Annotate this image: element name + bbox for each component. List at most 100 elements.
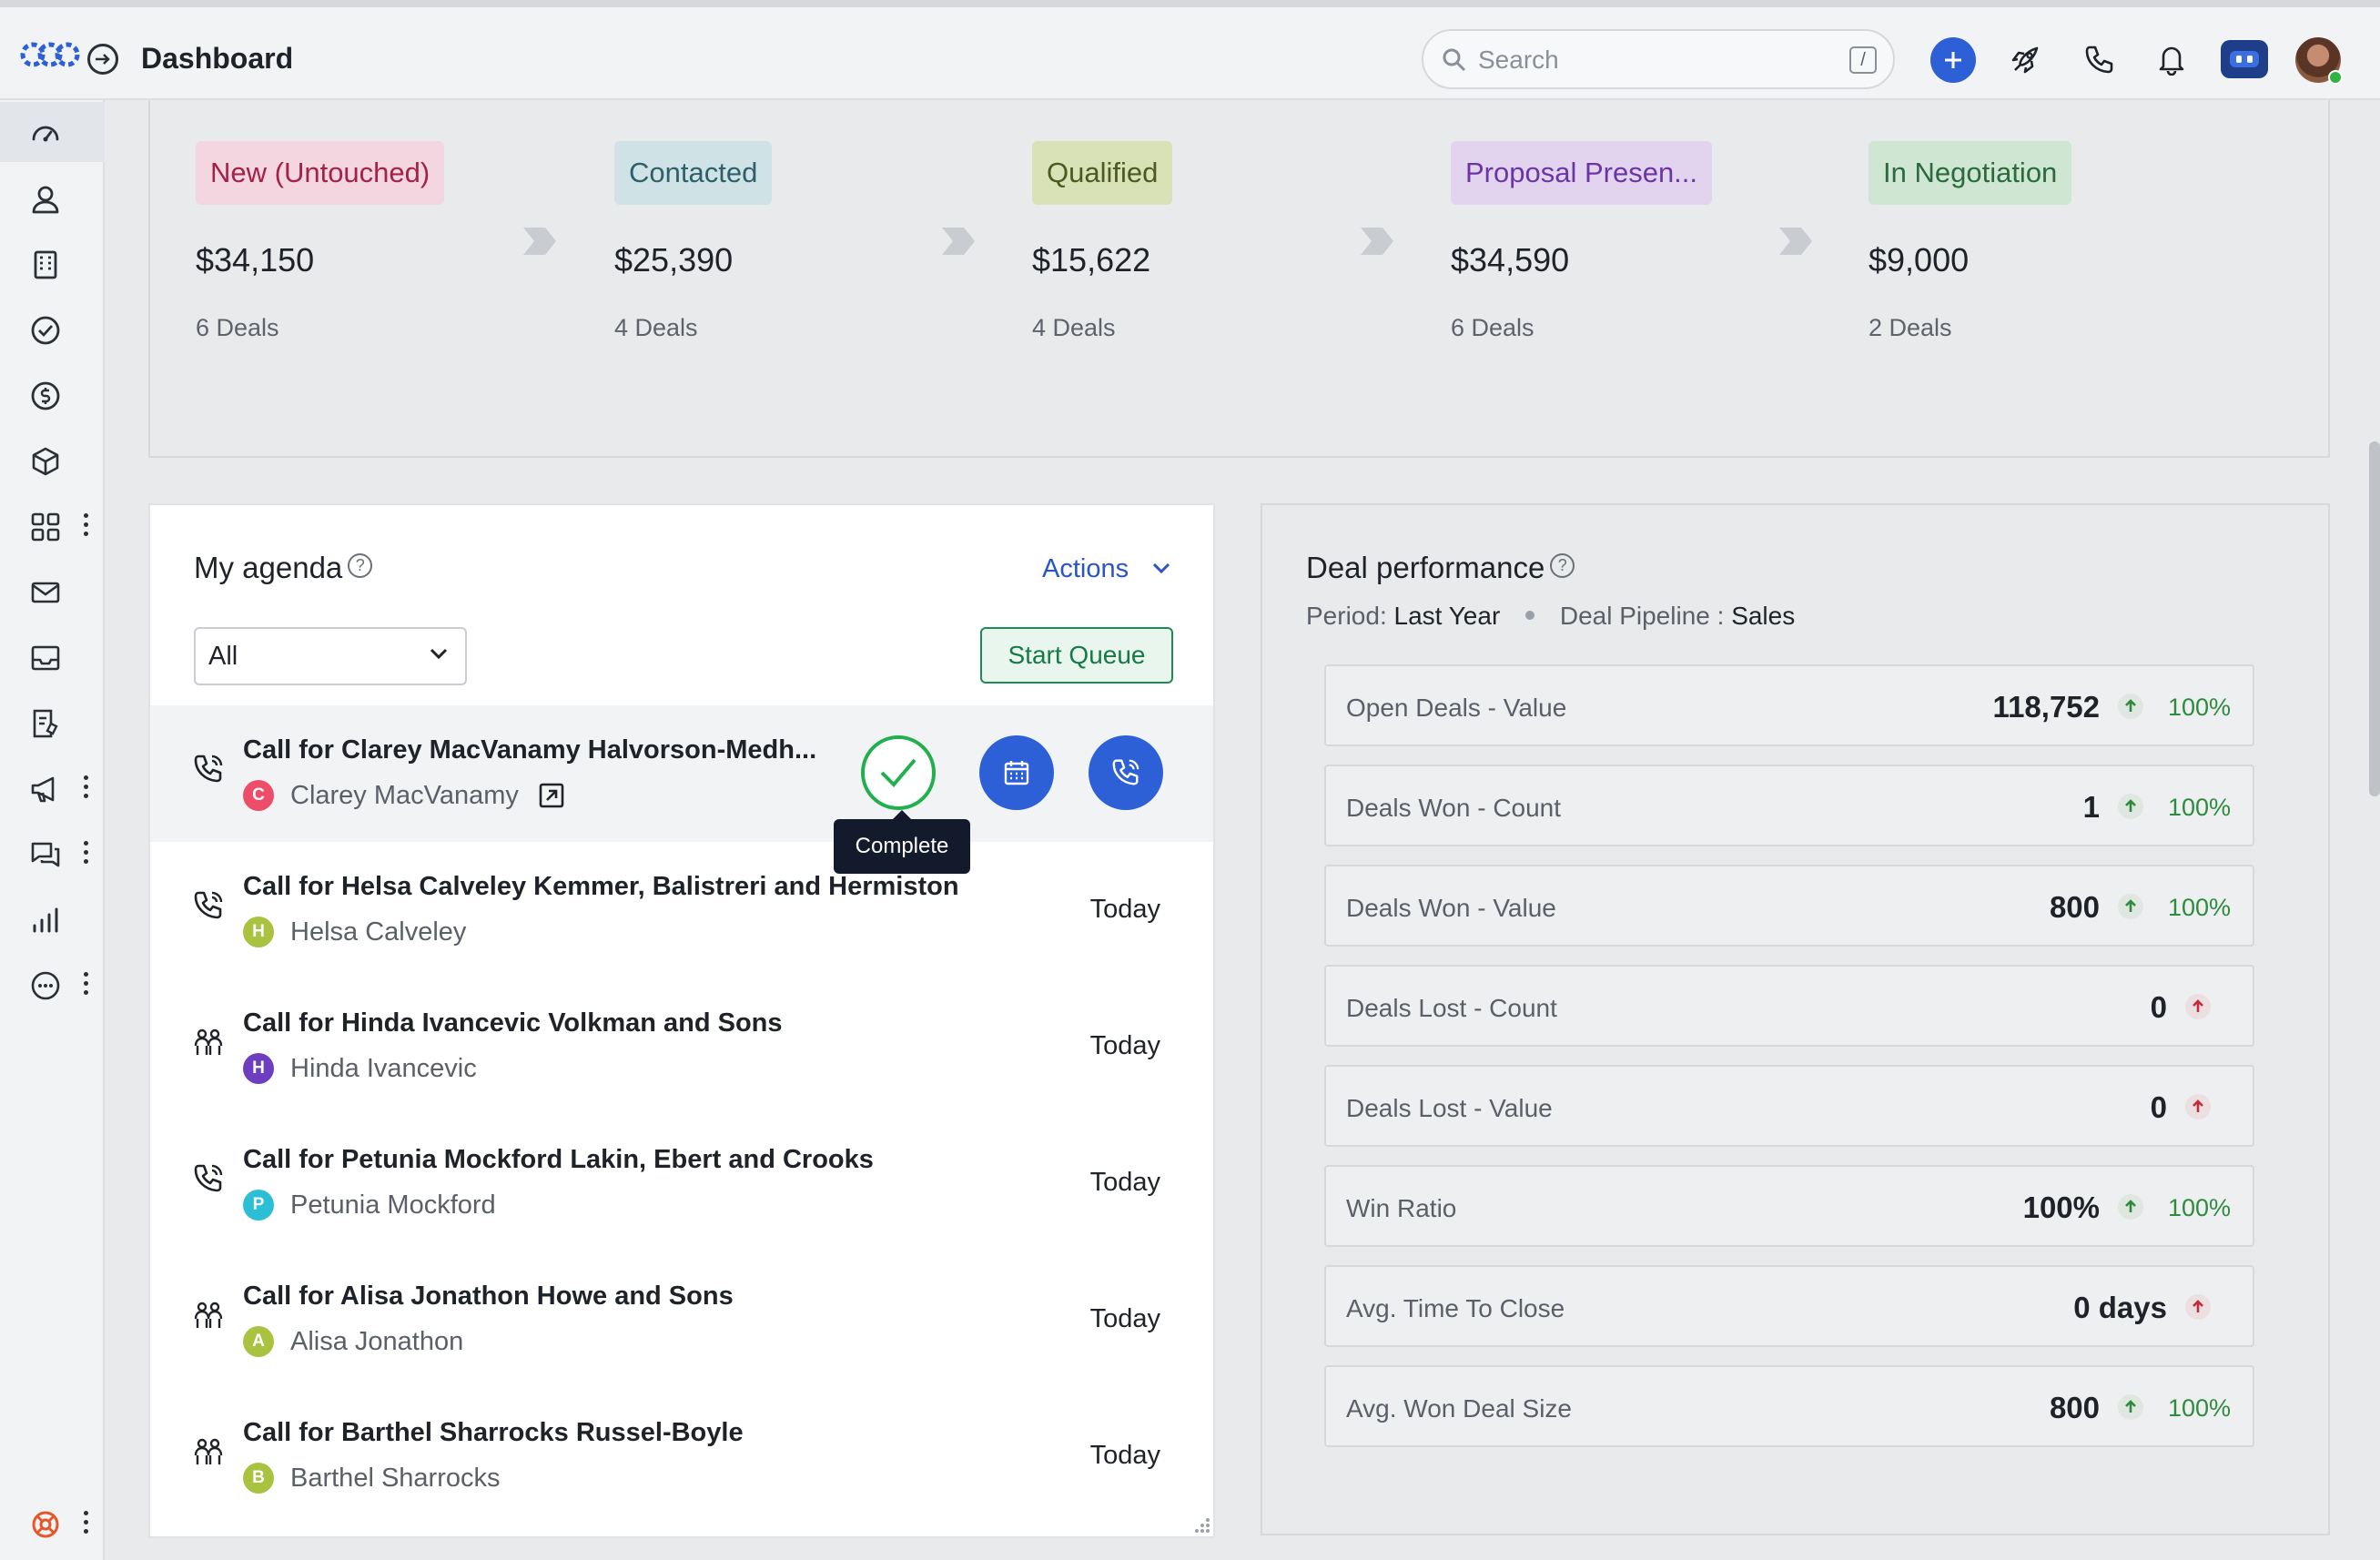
metric-label: Deals Won - Count <box>1346 794 1562 822</box>
agenda-filter-select[interactable]: All <box>194 627 467 685</box>
deals-icon <box>31 381 60 410</box>
calendar-icon <box>1004 761 1029 785</box>
chat-more-icon[interactable] <box>84 841 89 865</box>
call-button[interactable] <box>1089 735 1163 810</box>
mail-icon <box>31 582 60 603</box>
activity-contact[interactable]: H Helsa Calveley <box>243 917 466 947</box>
metric-row: Deals Lost - Value 0 <box>1324 1065 2254 1147</box>
start-queue-button[interactable]: Start Queue <box>980 627 1173 684</box>
stage-deals-count: 6 Deals <box>1451 314 1534 341</box>
activity-date: Today <box>1089 1031 1160 1060</box>
activity-contact[interactable]: C Clarey MacVanamy <box>243 780 564 811</box>
inbox-icon <box>31 645 60 671</box>
help-icon[interactable]: ? <box>348 553 373 578</box>
trend-up-icon <box>2118 794 2143 819</box>
pipeline-summary: New (Untouched) $34,150 6 Deals Contacte… <box>148 100 2330 458</box>
complete-button[interactable] <box>861 735 936 810</box>
stage-contacted[interactable]: Contacted $25,390 4 Deals <box>614 141 773 342</box>
activity-title[interactable]: Call for Hinda Ivancevic Volkman and Son… <box>243 1008 783 1038</box>
activity-contact[interactable]: P Petunia Mockford <box>243 1190 496 1221</box>
rocket-icon[interactable] <box>2005 38 2047 80</box>
metric-row: Win Ratio 100% 100% <box>1324 1165 2254 1247</box>
user-avatar[interactable] <box>2295 37 2343 85</box>
apps-more-icon[interactable] <box>84 513 89 537</box>
sidebar-item-inbox[interactable] <box>0 626 105 686</box>
stage-amount: $9,000 <box>1869 241 1970 279</box>
activity-contact[interactable]: B Barthel Sharrocks <box>243 1463 501 1494</box>
separator-dot <box>1525 611 1535 620</box>
more-menu-icon[interactable] <box>84 972 89 996</box>
apps-icon <box>31 512 60 542</box>
period-label: Period: <box>1306 602 1387 630</box>
agenda-row[interactable]: Call for Helsa Calveley Kemmer, Balistre… <box>150 842 1213 978</box>
chevron-down-icon <box>430 648 448 660</box>
activity-title[interactable]: Call for Petunia Mockford Lakin, Ebert a… <box>243 1145 874 1174</box>
sidebar-item-deals[interactable] <box>0 364 105 424</box>
activity-date: Today <box>1089 895 1160 924</box>
sidebar-item-campaigns[interactable] <box>0 757 105 817</box>
sidebar-item-tasks[interactable] <box>0 299 105 359</box>
agenda-row[interactable]: Call for Petunia Mockford Lakin, Ebert a… <box>150 1115 1213 1251</box>
search-input[interactable] <box>1478 42 1824 78</box>
metric-row: Avg. Time To Close 0 days <box>1324 1265 2254 1347</box>
top-bar: Dashboard / <box>0 0 2380 100</box>
activity-title[interactable]: Call for Helsa Calveley Kemmer, Balistre… <box>243 872 959 901</box>
sidebar-item-companies[interactable] <box>0 233 105 293</box>
search-box[interactable]: / <box>1422 29 1895 89</box>
metric-label: Deals Lost - Count <box>1346 994 1557 1022</box>
page-title: Dashboard <box>141 42 294 75</box>
metric-row: Open Deals - Value 118,752 100% <box>1324 664 2254 746</box>
reschedule-button[interactable] <box>979 735 1054 810</box>
stage-qualified[interactable]: Qualified $15,622 4 Deals <box>1032 141 1173 342</box>
resize-handle-icon[interactable] <box>1184 1507 1211 1535</box>
help-more-icon[interactable] <box>84 1511 89 1535</box>
activity-title[interactable]: Call for Alisa Jonathon Howe and Sons <box>243 1281 734 1311</box>
page-scrollbar[interactable] <box>2369 441 2380 796</box>
sidebar-item-reports[interactable] <box>0 888 105 948</box>
bell-icon[interactable] <box>2151 38 2193 80</box>
help-icon[interactable]: ? <box>1550 553 1575 578</box>
agenda-row[interactable]: Call for Alisa Jonathon Howe and Sons A … <box>150 1251 1213 1388</box>
sidebar-item-chat[interactable] <box>0 823 105 883</box>
stage-new[interactable]: New (Untouched) $34,150 6 Deals <box>196 141 445 342</box>
stage-arrow-icon <box>523 228 556 255</box>
more-icon <box>31 971 60 1000</box>
metric-value: 0 <box>2150 990 2167 1024</box>
sidebar-item-documents[interactable] <box>0 692 105 752</box>
phone-icon[interactable] <box>2078 38 2120 80</box>
actions-dropdown[interactable]: Actions <box>1042 554 1170 584</box>
agenda-row[interactable]: Call for Clarey MacVanamy Halvorson-Medh… <box>150 705 1213 842</box>
activity-contact[interactable]: A Alisa Jonathon <box>243 1326 463 1357</box>
period-value[interactable]: Last Year <box>1393 602 1501 630</box>
trend-up-icon <box>2118 894 2143 919</box>
sidebar-item-dashboard[interactable] <box>0 102 105 162</box>
sidebar-item-contacts[interactable] <box>0 167 105 228</box>
add-new-button[interactable] <box>1930 37 1976 83</box>
sidebar-item-products[interactable] <box>0 430 105 490</box>
sidebar-item-apps[interactable] <box>0 495 105 555</box>
trend-up-icon <box>2185 994 2211 1019</box>
sidebar-item-mail[interactable] <box>0 561 105 621</box>
deal-performance-card: Deal performance? Period: Last Year Deal… <box>1261 503 2330 1535</box>
stage-proposal[interactable]: Proposal Presen... $34,590 6 Deals <box>1451 141 1713 342</box>
agenda-row[interactable]: Call for Hinda Ivancevic Volkman and Son… <box>150 978 1213 1115</box>
agenda-row[interactable]: Call for Barthel Sharrocks Russel-Boyle … <box>150 1388 1213 1525</box>
activity-title[interactable]: Call for Clarey MacVanamy Halvorson-Medh… <box>243 735 817 765</box>
sidebar-item-more[interactable] <box>0 954 105 1014</box>
activity-title[interactable]: Call for Barthel Sharrocks Russel-Boyle <box>243 1418 744 1447</box>
app-logo-icon[interactable] <box>18 35 82 75</box>
campaigns-icon <box>31 776 55 803</box>
stage-negotiation[interactable]: In Negotiation $9,000 2 Deals <box>1869 141 2072 342</box>
pipeline-value[interactable]: Sales <box>1731 602 1796 630</box>
activity-contact[interactable]: H Hinda Ivancevic <box>243 1053 477 1084</box>
expand-sidebar-icon[interactable] <box>87 44 118 75</box>
reports-icon <box>33 907 58 933</box>
filter-value: All <box>208 642 238 671</box>
sidebar-item-help[interactable] <box>0 1493 105 1553</box>
search-shortcut-key: / <box>1849 46 1877 74</box>
meeting-icon <box>194 1302 223 1328</box>
assistant-bot-icon[interactable] <box>2221 40 2268 78</box>
activity-date: Today <box>1089 1441 1160 1470</box>
campaigns-more-icon[interactable] <box>84 775 89 799</box>
open-external-icon[interactable] <box>539 783 564 808</box>
